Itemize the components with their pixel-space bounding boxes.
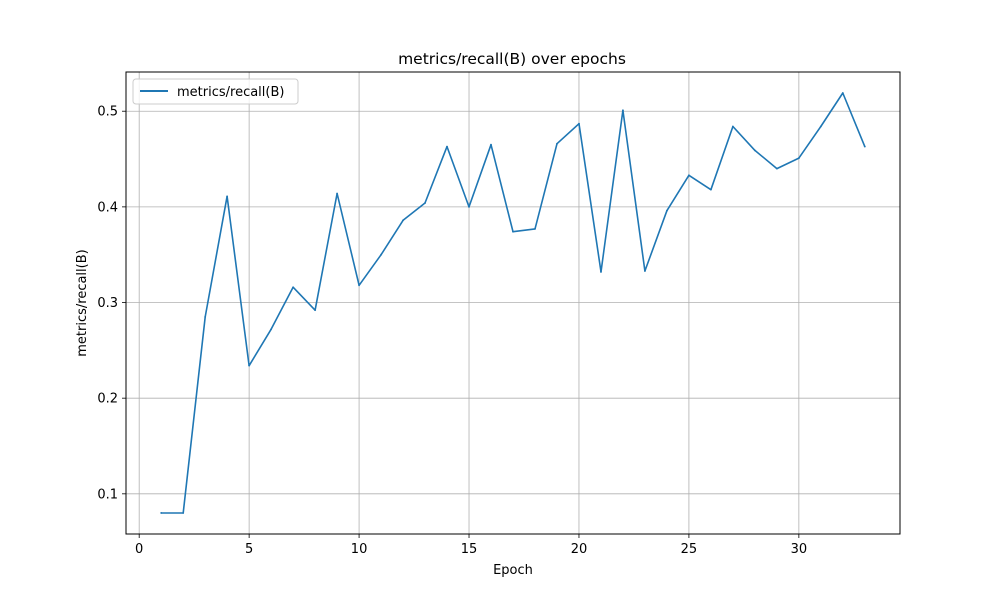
series-layer	[160, 92, 866, 514]
x-tick-label: 25	[681, 542, 698, 557]
legend-label: metrics/recall(B)	[177, 85, 284, 100]
data-point	[226, 195, 229, 198]
data-point	[709, 188, 712, 191]
x-tick-label: 15	[461, 542, 478, 557]
data-point	[797, 157, 800, 159]
data-point	[490, 143, 492, 146]
chart-title: metrics/recall(B) over epochs	[398, 50, 626, 68]
data-point	[336, 192, 338, 195]
data-point	[600, 271, 602, 273]
data-point	[248, 364, 251, 367]
legend: metrics/recall(B)	[132, 78, 299, 105]
legend-box	[132, 78, 299, 105]
data-point	[775, 167, 778, 170]
x-tick-label: 0	[135, 542, 143, 557]
plot-frame	[125, 71, 901, 535]
y-tick-label: 0.2	[97, 392, 118, 407]
data-point	[380, 253, 382, 256]
data-point	[753, 149, 756, 152]
data-point	[402, 219, 404, 222]
y-tick-label: 0.3	[97, 296, 118, 311]
data-point	[424, 202, 426, 204]
y-tick-label: 0.1	[97, 487, 118, 502]
data-point	[314, 309, 317, 312]
y-tick-label: 0.4	[97, 200, 118, 215]
data-point	[666, 209, 668, 212]
x-tick-label: 30	[791, 542, 808, 557]
data-point	[841, 92, 844, 94]
data-point	[556, 142, 558, 145]
data-point	[160, 512, 163, 514]
x-tick-label: 10	[351, 542, 368, 557]
axis-ticks: 0 5 10 15 20 25 30 0.1 0.2 0.3 0.4 0.5	[97, 105, 807, 557]
y-tick-label: 0.5	[97, 105, 118, 120]
x-axis-label: Epoch	[493, 563, 533, 578]
data-point	[270, 328, 273, 331]
data-point	[446, 145, 448, 148]
data-point	[534, 227, 536, 230]
data-point	[512, 230, 514, 233]
data-point	[468, 205, 470, 208]
data-point	[819, 125, 822, 128]
data-point	[863, 145, 866, 148]
y-axis-label: metrics/recall(B)	[75, 249, 90, 356]
x-tick-label: 5	[245, 542, 253, 557]
data-point	[182, 512, 185, 514]
data-point	[731, 125, 734, 128]
data-point	[644, 270, 646, 272]
series-line	[161, 92, 866, 514]
data-point	[292, 286, 295, 289]
data-point	[622, 109, 624, 112]
data-point	[578, 122, 580, 125]
grid-lines	[126, 72, 900, 534]
data-point	[204, 315, 207, 318]
data-point	[358, 284, 360, 287]
x-tick-label: 20	[571, 542, 588, 557]
data-point	[688, 174, 690, 177]
